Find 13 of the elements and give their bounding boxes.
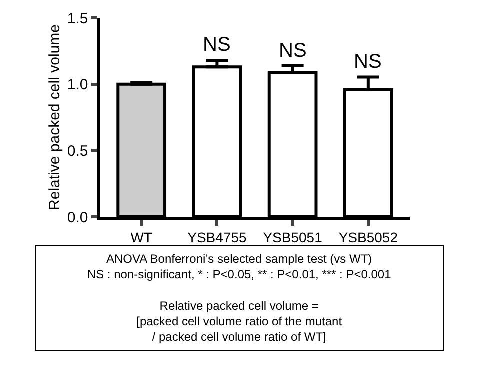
y-axis-title: Relative packed cell volume [46, 24, 64, 210]
text: ANOVA Bonferroni’s selected sample test (vs WT) NS : non-significant, * : P<0.05, ** : P<0.01, *** : P<0.001 Relative packed cell volume = [packed cell volume ratio of the mutant / packed cell volume ratio of WT] [87, 252, 392, 344]
x-tick-label: WT [130, 230, 153, 246]
annotation: NS [203, 34, 231, 56]
y-tick-label: 0.5 [67, 142, 88, 160]
x-tick-label: YSB5051 [263, 230, 323, 246]
x-tick-label: YSB5052 [338, 230, 398, 246]
y-tick-label: 1.0 [67, 76, 88, 94]
annotation: NS [354, 51, 382, 73]
annotation: NS [279, 40, 307, 62]
y-tick-label: 0.0 [67, 209, 88, 226]
y-tick-label: 1.5 [67, 10, 88, 28]
x-tick-label: YSB4755 [188, 230, 247, 246]
